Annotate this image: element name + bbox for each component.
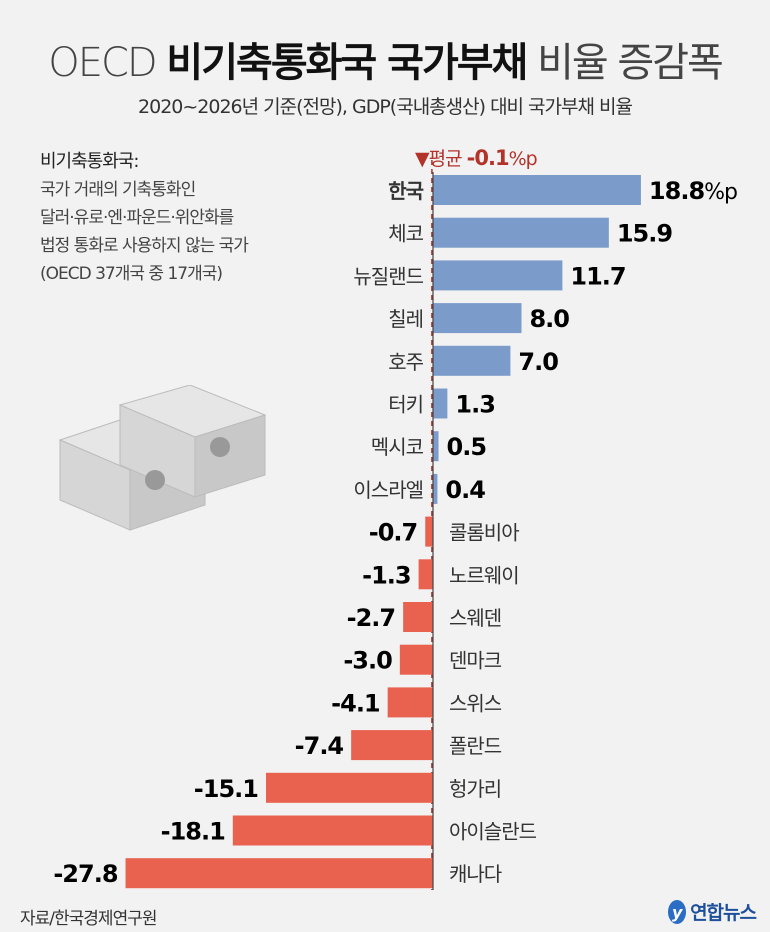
average-label: ▼평균 -0.1%p — [415, 144, 538, 171]
bar — [403, 602, 433, 632]
value-label: -18.1 — [161, 818, 225, 846]
bar — [351, 730, 433, 761]
category-label: 아이슬란드 — [449, 820, 537, 844]
category-label: 터키 — [388, 393, 423, 417]
bar — [433, 303, 522, 334]
note-line: 법정 통화로 사용하지 않는 국가 — [40, 236, 249, 256]
value-label: 7.0 — [518, 348, 558, 376]
category-label: 칠레 — [388, 307, 423, 331]
value-label: -3.0 — [343, 647, 392, 675]
category-label: 이스라엘 — [353, 478, 423, 502]
value-label: -2.7 — [347, 604, 395, 632]
bar — [433, 388, 448, 419]
note-heading: 비기축통화국: — [40, 151, 139, 172]
bar — [265, 772, 433, 803]
chart-title: OECD 비기축통화국 국가부채 비율 증감폭 — [0, 30, 770, 88]
bar — [232, 815, 433, 846]
value-label: 0.4 — [445, 476, 485, 504]
bar — [433, 431, 439, 462]
value-label: 1.3 — [455, 391, 495, 419]
category-label: 체코 — [388, 222, 423, 246]
average-unit: %p — [508, 148, 538, 170]
value-label: 0.5 — [447, 433, 487, 461]
bar — [399, 644, 433, 675]
value-label: 11.7 — [570, 262, 625, 290]
bar — [433, 473, 438, 504]
bar — [433, 345, 511, 376]
value-label: -15.1 — [194, 775, 258, 803]
value-label: -1.3 — [362, 561, 410, 589]
yonhap-logo-icon: y — [668, 899, 687, 924]
value-label: -7.4 — [295, 732, 344, 760]
bar — [433, 175, 641, 205]
money-stack-illustration — [58, 385, 267, 531]
category-label: 스위스 — [449, 691, 502, 715]
category-label: 폴란드 — [449, 734, 502, 758]
category-label: 멕시코 — [371, 435, 424, 459]
svg-text:y: y — [672, 903, 683, 922]
category-label: 뉴질랜드 — [353, 264, 423, 288]
bar — [418, 559, 433, 590]
bar — [433, 260, 563, 291]
definition-note: 비기축통화국: 국가 거래의 기축통화인 달러·유로·엔·파운드·위안화를 법정… — [40, 148, 249, 288]
category-label: 헝가리 — [449, 777, 501, 801]
value-label: 8.0 — [529, 305, 569, 333]
value-label: -4.1 — [331, 689, 380, 717]
title-bold: 비기축통화국 국가부채 — [166, 40, 528, 86]
value-label: -0.7 — [369, 519, 417, 547]
bar — [433, 217, 609, 248]
category-label: 콜롬비아 — [449, 521, 519, 545]
note-line: 달러·유로·엔·파운드·위안화를 — [40, 208, 234, 228]
category-label: 한국 — [388, 179, 423, 203]
title-prefix: OECD — [48, 40, 157, 86]
value-label: -27.8 — [53, 860, 117, 888]
category-label: 덴마크 — [449, 649, 502, 673]
logo-text: 연합뉴스 — [690, 902, 757, 924]
triangle-down-icon: ▼ — [415, 148, 430, 170]
average-value: -0.1 — [466, 146, 510, 170]
yonhap-logo: y 연합뉴스 — [666, 898, 757, 925]
note-line: 국가 거래의 기축통화인 — [40, 180, 196, 200]
value-unit: %p — [704, 180, 737, 205]
value-label: 18.8%p — [649, 177, 737, 205]
source-text: 자료/한국경제연구원 — [20, 909, 157, 929]
category-label: 호주 — [388, 350, 423, 374]
category-label: 스웨덴 — [449, 606, 501, 630]
value-label: 15.9 — [617, 220, 673, 248]
note-line: (OECD 37개국 중 17개국) — [40, 264, 223, 284]
bar — [125, 858, 434, 889]
title-suffix: 비율 증감폭 — [537, 40, 724, 86]
category-label: 캐나다 — [449, 862, 502, 886]
chart-subtitle: 2020~2026년 기준(전망), GDP(국내총생산) 대비 국가부채 비율 — [138, 96, 633, 118]
category-label: 노르웨이 — [449, 563, 519, 587]
bar — [387, 687, 433, 718]
average-text: 평균 — [428, 148, 463, 170]
bar — [425, 516, 433, 547]
